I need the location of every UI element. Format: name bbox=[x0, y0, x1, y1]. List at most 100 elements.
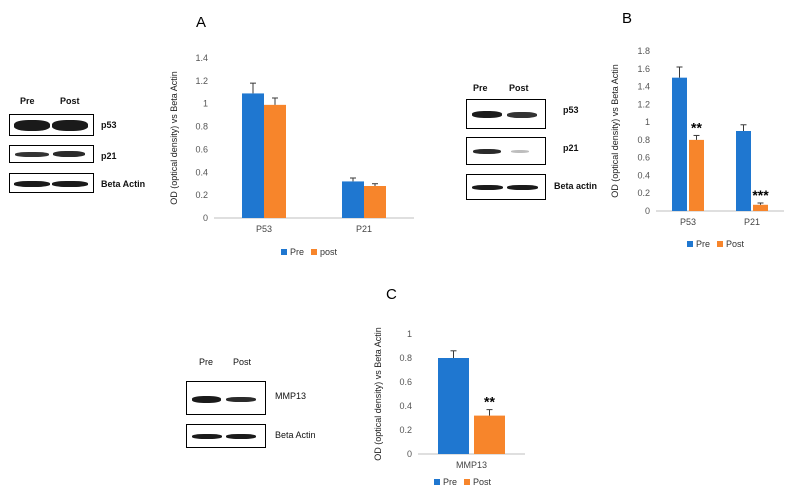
chart-b: 0 0.2 0.4 0.6 0.8 1 1.2 1.4 1.6 1.8 OD (optical de… bbox=[610, 46, 784, 249]
blot-band bbox=[472, 111, 502, 118]
chart-a: 0 0.2 0.4 0.6 0.8 1 1.2 1.4 OD (optical density)… bbox=[169, 53, 414, 257]
y-tick-label: 0.6 bbox=[399, 377, 412, 387]
blot-b-row-actin: Beta actin bbox=[554, 181, 598, 191]
blot-a-p53-strip bbox=[9, 114, 94, 136]
y-tick-label: 0.2 bbox=[195, 190, 208, 200]
bar-post-p21 bbox=[364, 186, 386, 218]
y-tick-label: 0.8 bbox=[637, 135, 650, 145]
y-tick-label: 0.8 bbox=[195, 122, 208, 132]
blot-band bbox=[226, 397, 256, 402]
legend-label-post: Post bbox=[726, 239, 745, 249]
legend-swatch-pre bbox=[687, 241, 693, 247]
y-tick-label: 0.4 bbox=[195, 167, 208, 177]
blot-band bbox=[15, 152, 49, 157]
blot-b-row-p53: p53 bbox=[563, 105, 579, 115]
blot-band bbox=[507, 112, 537, 118]
blot-b-p21-strip bbox=[466, 137, 546, 165]
bar-pre-p53 bbox=[672, 77, 687, 212]
blot-band bbox=[226, 434, 256, 439]
legend-label-pre: Pre bbox=[443, 477, 457, 487]
bar-post-p21 bbox=[753, 204, 768, 211]
blot-c-mmp13-strip bbox=[186, 381, 266, 415]
bar-pre-p21 bbox=[736, 131, 751, 211]
blot-a-actin-strip bbox=[9, 173, 94, 193]
y-tick-label: 0 bbox=[645, 206, 650, 216]
blot-b-lane-post: Post bbox=[509, 83, 529, 93]
x-tick-label: P21 bbox=[356, 224, 372, 234]
y-axis-label: OD (optical density) vs Beta Actin bbox=[610, 64, 620, 198]
blot-c-row-actin: Beta Actin bbox=[275, 430, 316, 440]
legend-swatch-post bbox=[717, 241, 723, 247]
blot-a-row-p53: p53 bbox=[101, 120, 117, 130]
y-tick-label: 0 bbox=[203, 213, 208, 223]
bar-post-p53 bbox=[264, 104, 286, 218]
blot-band bbox=[52, 120, 88, 131]
y-tick-label: 0.2 bbox=[637, 188, 650, 198]
chart-c: 0 0.2 0.4 0.6 0.8 1 OD (optical density) vs Be… bbox=[373, 327, 525, 487]
significance-marker: *** bbox=[752, 187, 769, 203]
y-tick-label: 0.6 bbox=[637, 153, 650, 163]
significance-marker: ** bbox=[691, 119, 702, 135]
blot-band bbox=[14, 181, 50, 187]
blot-band bbox=[473, 149, 501, 154]
y-axis-label: OD (optical density) vs Beta Actin bbox=[373, 327, 383, 461]
blot-c-actin-strip bbox=[186, 424, 266, 448]
blot-band bbox=[52, 181, 88, 187]
legend-swatch-pre bbox=[434, 479, 440, 485]
legend-swatch-post bbox=[311, 249, 317, 255]
blot-band bbox=[14, 120, 50, 131]
legend-swatch-pre bbox=[281, 249, 287, 255]
significance-marker: ** bbox=[484, 394, 495, 410]
y-tick-label: 1.8 bbox=[637, 46, 650, 56]
x-tick-label: P53 bbox=[680, 217, 696, 227]
legend-label-pre: Pre bbox=[696, 239, 710, 249]
blot-band bbox=[472, 185, 503, 190]
x-tick-label: P21 bbox=[744, 217, 760, 227]
blot-a-lane-pre: Pre bbox=[20, 96, 35, 106]
bar-pre-mmp13 bbox=[438, 358, 469, 454]
blot-b-row-p21: p21 bbox=[563, 143, 579, 153]
legend-label-post: Post bbox=[473, 477, 492, 487]
y-tick-label: 1 bbox=[203, 99, 208, 109]
legend-label-post: post bbox=[320, 247, 338, 257]
blot-a-row-p21: p21 bbox=[101, 151, 117, 161]
blot-b-actin-strip bbox=[466, 174, 546, 200]
y-tick-label: 1.4 bbox=[637, 82, 650, 92]
blot-b-p53-strip bbox=[466, 99, 546, 129]
panel-letter-c: C bbox=[386, 286, 397, 303]
blot-band bbox=[507, 185, 538, 190]
bar-pre-p21 bbox=[342, 181, 364, 218]
y-tick-label: 0.8 bbox=[399, 353, 412, 363]
y-tick-label: 1.2 bbox=[195, 76, 208, 86]
x-tick-label: P53 bbox=[256, 224, 272, 234]
bar-post-mmp13 bbox=[474, 415, 505, 454]
y-axis-label: OD (optical density) vs Beta Actin bbox=[169, 71, 179, 205]
y-tick-label: 0.6 bbox=[195, 144, 208, 154]
blot-b-lane-pre: Pre bbox=[473, 83, 488, 93]
bar-post-p53 bbox=[689, 139, 704, 211]
blot-a-p21-strip bbox=[9, 145, 94, 163]
bar-pre-p53 bbox=[242, 93, 264, 218]
blot-c-lane-post: Post bbox=[233, 357, 252, 367]
y-tick-label: 1 bbox=[645, 117, 650, 127]
y-tick-label: 1.6 bbox=[637, 64, 650, 74]
y-tick-label: 1.4 bbox=[195, 53, 208, 63]
y-tick-label: 0.4 bbox=[399, 401, 412, 411]
legend-swatch-post bbox=[464, 479, 470, 485]
blot-band bbox=[192, 434, 222, 439]
blot-c-row-mmp13: MMP13 bbox=[275, 391, 307, 401]
panel-letter-a: A bbox=[196, 14, 207, 31]
legend-label-pre: Pre bbox=[290, 247, 304, 257]
blot-a-lane-post: Post bbox=[60, 96, 80, 106]
blot-band bbox=[53, 151, 85, 157]
y-tick-label: 0.2 bbox=[399, 425, 412, 435]
y-tick-label: 0 bbox=[407, 449, 412, 459]
blot-a-row-actin: Beta Actin bbox=[101, 179, 146, 189]
panel-letter-b: B bbox=[622, 10, 633, 27]
y-tick-label: 0.4 bbox=[637, 170, 650, 180]
y-tick-label: 1.2 bbox=[637, 99, 650, 109]
x-tick-label: MMP13 bbox=[456, 460, 487, 470]
blot-band bbox=[192, 396, 221, 403]
blot-c-lane-pre: Pre bbox=[199, 357, 214, 367]
